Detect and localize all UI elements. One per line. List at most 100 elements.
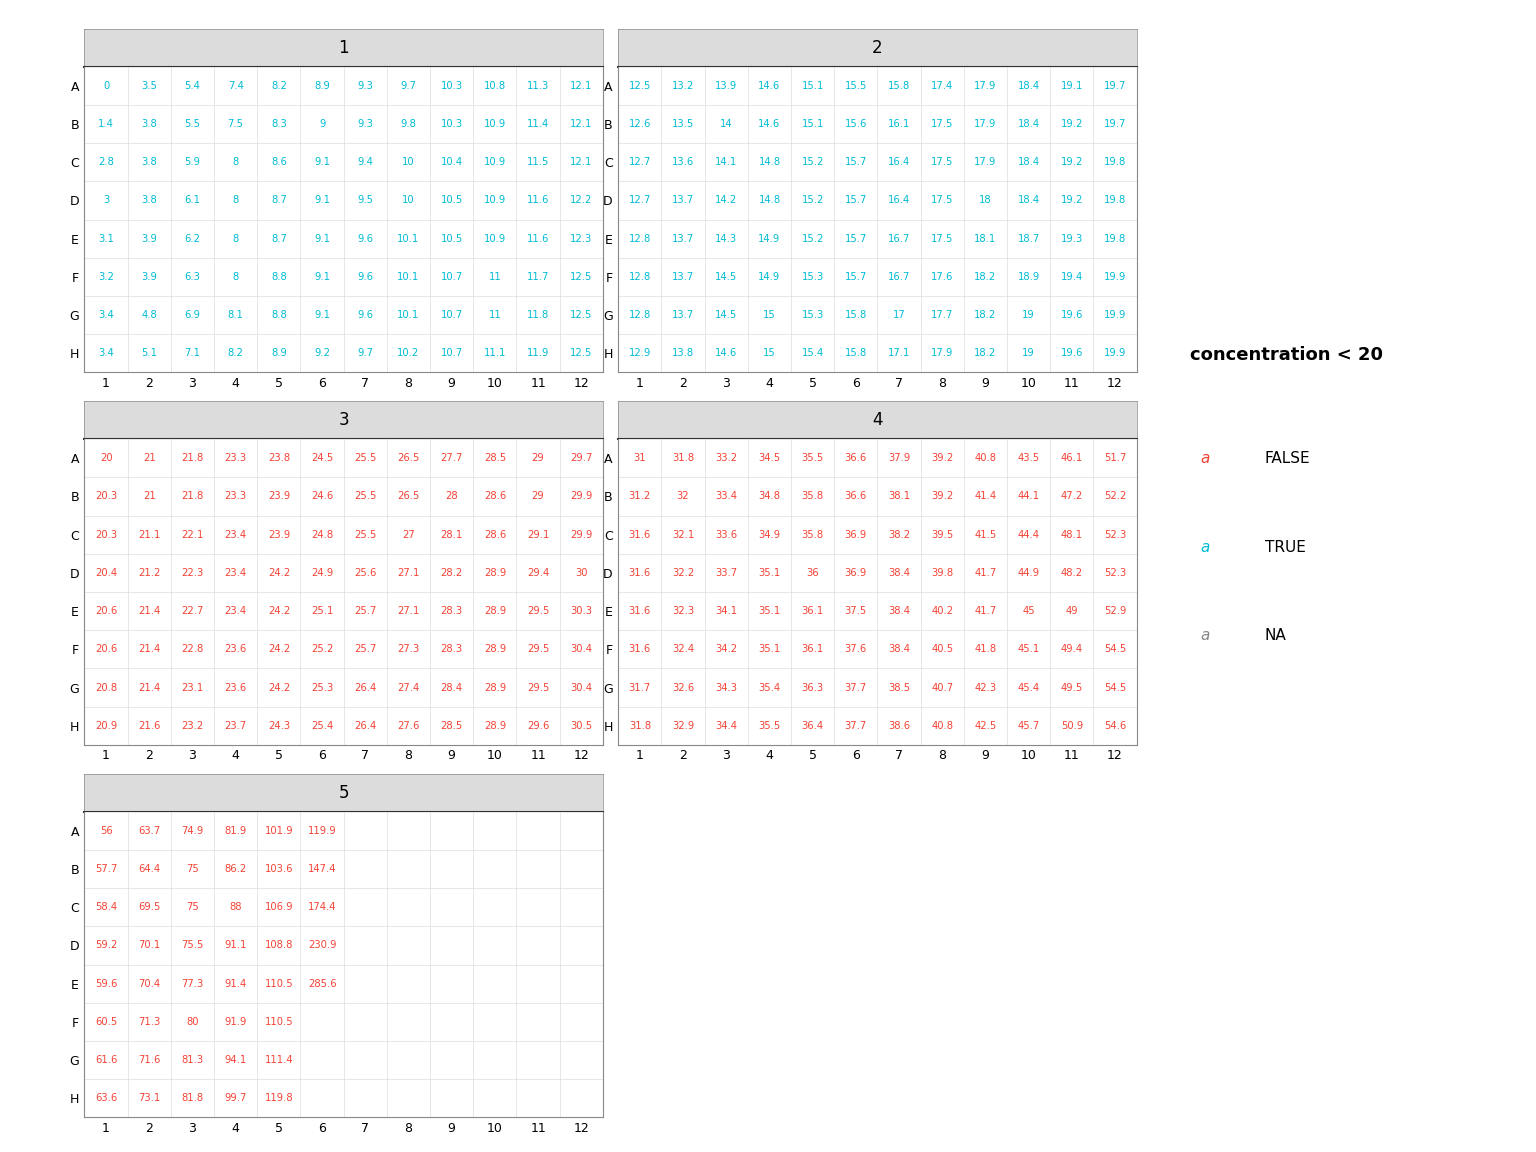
- Text: 14.9: 14.9: [759, 234, 780, 244]
- Text: 10.4: 10.4: [441, 157, 462, 167]
- Text: 10.5: 10.5: [441, 234, 462, 244]
- Text: 3.2: 3.2: [98, 272, 114, 282]
- Text: 64.4: 64.4: [138, 864, 160, 874]
- Text: 16.4: 16.4: [888, 157, 911, 167]
- Text: 13.8: 13.8: [671, 348, 694, 358]
- Text: 25.6: 25.6: [355, 568, 376, 578]
- Text: 21.1: 21.1: [138, 530, 160, 539]
- Text: 18.4: 18.4: [1017, 119, 1040, 129]
- Text: 38.4: 38.4: [888, 606, 909, 616]
- Text: 31.8: 31.8: [671, 453, 694, 463]
- Text: 86.2: 86.2: [224, 864, 247, 874]
- Text: 8.6: 8.6: [270, 157, 287, 167]
- Text: 26.4: 26.4: [355, 721, 376, 730]
- Text: 11.5: 11.5: [527, 157, 550, 167]
- Text: 33.6: 33.6: [716, 530, 737, 539]
- Text: 23.9: 23.9: [267, 530, 290, 539]
- Text: 2: 2: [872, 39, 883, 56]
- Text: 9.5: 9.5: [358, 196, 373, 205]
- Text: 9.1: 9.1: [313, 272, 330, 282]
- Text: 44.4: 44.4: [1018, 530, 1040, 539]
- Text: 28.5: 28.5: [484, 453, 505, 463]
- Text: 6.3: 6.3: [184, 272, 200, 282]
- Text: 28.9: 28.9: [484, 683, 505, 692]
- Text: 19.1: 19.1: [1061, 81, 1083, 91]
- Text: 24.2: 24.2: [267, 683, 290, 692]
- Text: 81.9: 81.9: [224, 826, 247, 835]
- Text: 8.8: 8.8: [270, 310, 287, 320]
- Text: 34.9: 34.9: [759, 530, 780, 539]
- Text: 28.9: 28.9: [484, 721, 505, 730]
- Text: 14.3: 14.3: [716, 234, 737, 244]
- Text: 14.8: 14.8: [759, 157, 780, 167]
- Text: 18.2: 18.2: [974, 310, 997, 320]
- Text: 23.4: 23.4: [224, 568, 247, 578]
- Text: 3.8: 3.8: [141, 157, 157, 167]
- Text: 35.8: 35.8: [802, 530, 823, 539]
- Text: 20.4: 20.4: [95, 568, 117, 578]
- Text: 35.4: 35.4: [759, 683, 780, 692]
- Text: 8.1: 8.1: [227, 310, 244, 320]
- Text: 75: 75: [186, 864, 198, 874]
- Text: 18.4: 18.4: [1017, 196, 1040, 205]
- Text: 12.8: 12.8: [628, 272, 651, 282]
- Text: 36.9: 36.9: [845, 568, 866, 578]
- Text: 38.4: 38.4: [888, 644, 909, 654]
- Text: 12.8: 12.8: [628, 234, 651, 244]
- Text: 22.8: 22.8: [181, 644, 204, 654]
- Text: 9.4: 9.4: [358, 157, 373, 167]
- Text: 19.3: 19.3: [1061, 234, 1083, 244]
- Text: NA: NA: [1264, 628, 1287, 644]
- Text: 34.4: 34.4: [716, 721, 737, 730]
- Text: 9.1: 9.1: [313, 234, 330, 244]
- Text: 12.2: 12.2: [570, 196, 593, 205]
- Text: 18.1: 18.1: [974, 234, 997, 244]
- Text: 59.2: 59.2: [95, 940, 117, 950]
- Text: 12.1: 12.1: [570, 81, 593, 91]
- Text: 24.8: 24.8: [310, 530, 333, 539]
- Text: 36.3: 36.3: [802, 683, 823, 692]
- Text: 29: 29: [531, 453, 544, 463]
- Text: 23.1: 23.1: [181, 683, 204, 692]
- Text: 39.2: 39.2: [931, 453, 954, 463]
- Text: 54.5: 54.5: [1104, 683, 1126, 692]
- Text: 45.7: 45.7: [1017, 721, 1040, 730]
- Text: 11.4: 11.4: [527, 119, 550, 129]
- Text: 30.3: 30.3: [570, 606, 593, 616]
- Text: 111.4: 111.4: [264, 1055, 293, 1066]
- Text: 10.9: 10.9: [484, 196, 505, 205]
- Text: 49: 49: [1066, 606, 1078, 616]
- Text: 19.2: 19.2: [1061, 157, 1083, 167]
- Text: 9.6: 9.6: [358, 272, 373, 282]
- Text: 69.5: 69.5: [138, 902, 160, 912]
- Text: 40.7: 40.7: [931, 683, 954, 692]
- Text: 12.6: 12.6: [628, 119, 651, 129]
- Text: 17.5: 17.5: [931, 119, 954, 129]
- Text: 52.9: 52.9: [1104, 606, 1126, 616]
- Text: concentration < 20: concentration < 20: [1190, 346, 1384, 364]
- Text: 15.7: 15.7: [845, 157, 866, 167]
- Text: 33.7: 33.7: [716, 568, 737, 578]
- Text: 52.2: 52.2: [1104, 492, 1126, 501]
- Text: 73.1: 73.1: [138, 1093, 160, 1104]
- Text: 4: 4: [872, 411, 883, 430]
- Text: 42.5: 42.5: [974, 721, 997, 730]
- Text: 37.7: 37.7: [845, 683, 866, 692]
- Text: 32.4: 32.4: [671, 644, 694, 654]
- Text: 12.5: 12.5: [570, 310, 593, 320]
- Text: 28.9: 28.9: [484, 568, 505, 578]
- Text: 60.5: 60.5: [95, 1017, 117, 1026]
- Text: 11.1: 11.1: [484, 348, 505, 358]
- Text: 5.5: 5.5: [184, 119, 201, 129]
- Text: 45.1: 45.1: [1017, 644, 1040, 654]
- Text: 110.5: 110.5: [264, 978, 293, 988]
- Text: 26.4: 26.4: [355, 683, 376, 692]
- Text: 22.7: 22.7: [181, 606, 204, 616]
- Text: 23.9: 23.9: [267, 492, 290, 501]
- Text: 15.1: 15.1: [802, 119, 823, 129]
- Text: 3.9: 3.9: [141, 272, 157, 282]
- Text: 24.2: 24.2: [267, 568, 290, 578]
- Text: 91.9: 91.9: [224, 1017, 247, 1026]
- Text: 19.8: 19.8: [1104, 196, 1126, 205]
- Text: 21: 21: [143, 492, 155, 501]
